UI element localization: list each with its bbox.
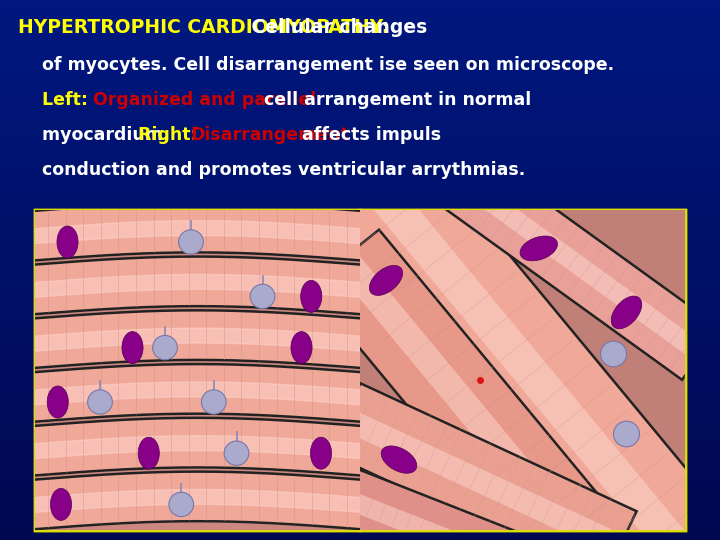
Bar [35, 210, 685, 530]
Circle shape [202, 390, 226, 414]
Polygon shape [308, 230, 720, 540]
Polygon shape [451, 170, 707, 362]
Ellipse shape [138, 437, 159, 469]
Text: cell arrangement in normal: cell arrangement in normal [258, 91, 531, 109]
Polygon shape [339, 408, 625, 540]
Polygon shape [340, 489, 591, 540]
Ellipse shape [611, 296, 642, 329]
Ellipse shape [48, 386, 68, 418]
Text: myocardium.: myocardium. [18, 126, 176, 144]
Circle shape [153, 335, 177, 360]
Text: of myocytes. Cell disarrangement ise seen on microscope.: of myocytes. Cell disarrangement ise see… [18, 56, 614, 74]
Ellipse shape [50, 488, 71, 521]
Polygon shape [438, 152, 720, 380]
Circle shape [179, 230, 203, 254]
Polygon shape [330, 135, 715, 540]
Polygon shape [333, 249, 712, 540]
Ellipse shape [301, 280, 322, 313]
Ellipse shape [291, 332, 312, 363]
Polygon shape [332, 468, 600, 540]
Text: Right:: Right: [138, 126, 204, 144]
Text: Organized and parallel: Organized and parallel [93, 91, 316, 109]
Circle shape [613, 421, 639, 447]
Circle shape [600, 341, 626, 367]
Ellipse shape [369, 265, 402, 295]
Bar [35, 210, 685, 530]
Ellipse shape [520, 236, 557, 261]
Text: conduction and promotes ventricular arrythmias.: conduction and promotes ventricular arry… [18, 161, 526, 179]
Ellipse shape [381, 446, 417, 473]
Text: Disarrangement: Disarrangement [191, 126, 349, 144]
Text: Left:: Left: [18, 91, 94, 109]
Circle shape [250, 284, 275, 308]
Text: affects impuls: affects impuls [295, 126, 441, 144]
Polygon shape [327, 383, 636, 540]
Circle shape [169, 492, 194, 517]
Ellipse shape [122, 332, 143, 363]
Text: Cellular changes: Cellular changes [245, 18, 427, 37]
Polygon shape [298, 110, 720, 540]
Text: HYPERTROPHIC CARDIOMYOPATHY:: HYPERTROPHIC CARDIOMYOPATHY: [18, 18, 389, 37]
Ellipse shape [310, 437, 332, 469]
Ellipse shape [57, 226, 78, 258]
Circle shape [88, 390, 112, 414]
Circle shape [224, 441, 249, 465]
